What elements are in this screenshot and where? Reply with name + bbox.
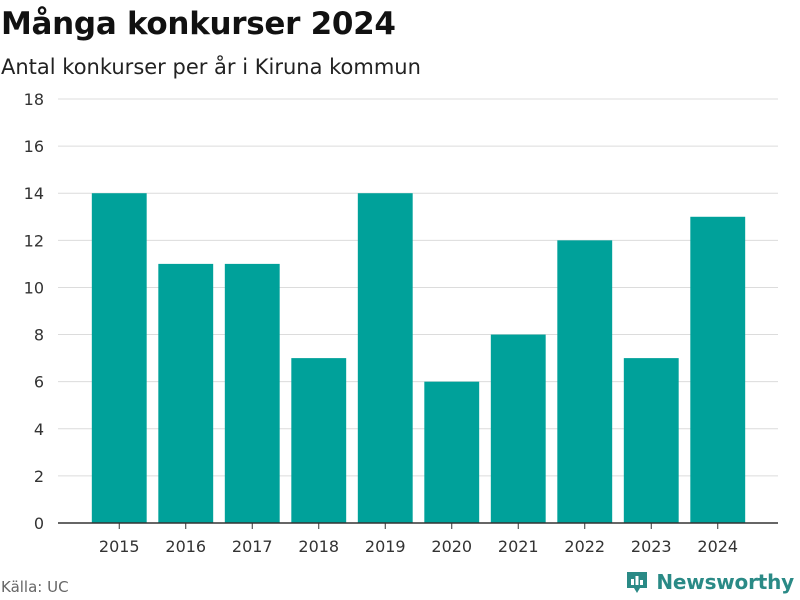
y-tick-label: 8 (34, 326, 44, 345)
bar-2023 (623, 358, 679, 523)
x-tick-label: 2022 (564, 537, 605, 556)
newsworthy-logo-icon (627, 572, 648, 593)
x-tick-label: 2021 (498, 537, 539, 556)
y-tick-label: 2 (34, 467, 44, 486)
x-tick-labels: 2015 2016 2017 2018 2019 2020 2021 2022 2023 2024 (99, 537, 738, 556)
bar-2019 (357, 193, 413, 523)
bar-2017 (224, 263, 280, 523)
bars (91, 193, 746, 524)
brand-logo: Newsworthy (624, 569, 794, 595)
x-tick-label: 2024 (697, 537, 738, 556)
x-tick-label: 2019 (365, 537, 406, 556)
bar-2016 (158, 263, 214, 523)
y-tick-labels: 0 2 4 6 8 10 12 14 16 18 (24, 90, 44, 533)
y-tick-label: 12 (24, 231, 44, 250)
x-tick-label: 2020 (431, 537, 472, 556)
bar-2015 (91, 193, 147, 523)
y-tick-label: 0 (34, 514, 44, 533)
brand-name: Newsworthy (656, 570, 794, 594)
x-tick-label: 2015 (99, 537, 140, 556)
x-axis (58, 522, 778, 529)
source-note: Källa: UC (1, 578, 69, 596)
chart-title: Många konkurser 2024 (1, 6, 396, 42)
chart-subtitle: Antal konkurser per år i Kiruna kommun (1, 55, 421, 79)
y-tick-label: 14 (24, 184, 44, 203)
x-tick-label: 2016 (165, 537, 206, 556)
y-tick-label: 4 (34, 420, 44, 439)
y-tick-label: 16 (24, 137, 44, 156)
x-tick-label: 2017 (232, 537, 273, 556)
y-tick-label: 18 (24, 90, 44, 109)
x-tick-label: 2023 (631, 537, 672, 556)
bar-2018 (291, 358, 347, 523)
bar-2020 (424, 381, 480, 523)
bar-2021 (490, 334, 546, 523)
bar-2024 (690, 216, 746, 523)
x-tick-label: 2018 (298, 537, 339, 556)
y-tick-label: 6 (34, 373, 44, 392)
y-tick-label: 10 (24, 278, 44, 297)
bar-2022 (557, 240, 613, 524)
